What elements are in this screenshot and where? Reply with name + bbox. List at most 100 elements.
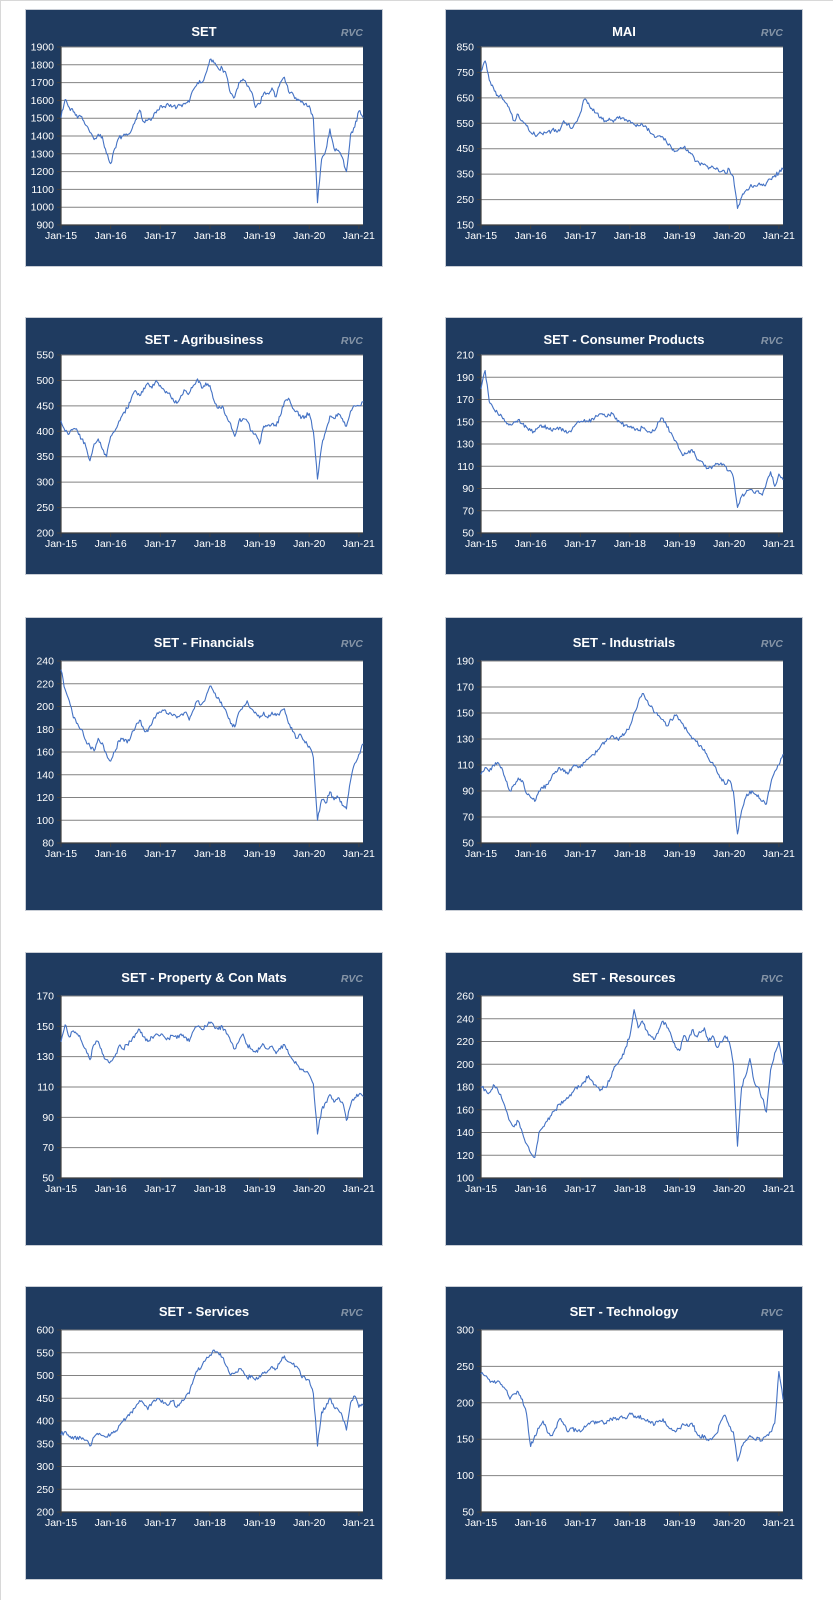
x-tick-label: Jan-21 (343, 230, 375, 242)
y-tick-label: 850 (456, 42, 474, 54)
chart-svg: 80 100 120 140 160 180 200 220 240 Jan-15 Jan-16 Ja… (25, 617, 383, 911)
x-tick-label: Jan-20 (293, 848, 325, 860)
chart-title: SET - Consumer Products (543, 332, 704, 347)
chart-panel-set-resources: 100 120 140 160 180 200 220 240 260 Jan-15 Jan-16 J… (445, 952, 803, 1246)
chart-svg: 50 70 90 110 130 150 170 Jan-15 Jan-16 Jan-17 Jan-… (25, 952, 383, 1246)
chart-svg: 900 1000 1100 1200 1300 1400 1500 1600 1700 1800 1… (25, 9, 383, 267)
x-tick-label: Jan-21 (763, 230, 795, 242)
y-tick-label: 200 (456, 1059, 474, 1071)
x-tick-label: Jan-21 (763, 1517, 795, 1529)
chart-title: SET - Technology (570, 1304, 680, 1319)
x-tick-label: Jan-16 (515, 1517, 547, 1529)
y-tick-label: 170 (456, 394, 474, 406)
y-tick-label: 250 (36, 1484, 54, 1496)
y-tick-label: 50 (462, 838, 474, 850)
x-tick-label: Jan-20 (293, 1517, 325, 1529)
x-tick-label: Jan-16 (95, 848, 127, 860)
chart-svg: 100 120 140 160 180 200 220 240 260 Jan-15 Jan-16 J… (445, 952, 803, 1246)
x-tick-label: Jan-15 (465, 1183, 497, 1195)
chart-title: SET - Agribusiness (145, 332, 264, 347)
x-tick-label: Jan-19 (664, 848, 696, 860)
chart-svg: 200 250 300 350 400 450 500 550 Jan-15 Jan-16 Jan-… (25, 317, 383, 575)
y-tick-label: 900 (36, 220, 54, 232)
x-tick-label: Jan-18 (614, 230, 646, 242)
series-line (480, 692, 784, 835)
y-tick-label: 300 (456, 1325, 474, 1337)
series-line (480, 1370, 784, 1462)
x-tick-label: Jan-19 (664, 230, 696, 242)
chart-svg: 200 250 300 350 400 450 500 550 600 Jan-15 Jan-16 J… (25, 1286, 383, 1580)
rvc-watermark: RVC (341, 638, 364, 650)
x-tick-label: Jan-18 (194, 848, 226, 860)
y-tick-label: 550 (456, 118, 474, 130)
y-tick-label: 70 (42, 1142, 54, 1154)
x-tick-label: Jan-15 (465, 230, 497, 242)
x-tick-label: Jan-17 (144, 848, 176, 860)
y-tick-label: 70 (462, 812, 474, 824)
x-tick-label: Jan-19 (244, 1517, 276, 1529)
chart-panel-set-technology: 50 100 150 200 250 300 Jan-15 Jan-16 Jan-17 Jan-1… (445, 1286, 803, 1580)
plot-area (481, 47, 783, 225)
y-tick-label: 1700 (31, 77, 55, 89)
y-tick-label: 160 (456, 1104, 474, 1116)
x-tick-label: Jan-15 (45, 538, 77, 550)
x-tick-label: Jan-17 (564, 538, 596, 550)
y-tick-label: 150 (456, 1434, 474, 1446)
y-tick-label: 190 (456, 656, 474, 668)
x-tick-label: Jan-15 (45, 230, 77, 242)
rvc-watermark: RVC (341, 1307, 364, 1319)
y-tick-label: 450 (36, 400, 54, 412)
x-tick-label: Jan-16 (95, 1517, 127, 1529)
y-tick-label: 1200 (31, 166, 55, 178)
y-tick-label: 500 (36, 1370, 54, 1382)
rvc-watermark: RVC (341, 335, 364, 347)
y-tick-label: 110 (457, 461, 474, 473)
y-tick-label: 1100 (31, 184, 54, 196)
y-tick-label: 600 (36, 1325, 54, 1337)
y-tick-label: 210 (456, 350, 474, 362)
x-tick-label: Jan-20 (293, 230, 325, 242)
y-tick-label: 350 (456, 169, 474, 181)
x-tick-label: Jan-18 (194, 1517, 226, 1529)
chart-panel-set-agribusiness: 200 250 300 350 400 450 500 550 Jan-15 Jan-16 Jan-… (25, 317, 383, 575)
x-tick-label: Jan-15 (45, 1183, 77, 1195)
y-tick-label: 650 (456, 92, 474, 104)
rvc-watermark: RVC (761, 638, 784, 650)
chart-svg: 50 100 150 200 250 300 Jan-15 Jan-16 Jan-17 Jan-1… (445, 1286, 803, 1580)
y-tick-label: 1800 (31, 59, 55, 71)
x-tick-label: Jan-17 (564, 848, 596, 860)
y-tick-label: 240 (456, 1013, 474, 1025)
y-tick-label: 180 (456, 1082, 474, 1094)
x-tick-label: Jan-17 (144, 1517, 176, 1529)
y-tick-label: 190 (456, 372, 474, 384)
y-tick-label: 300 (36, 477, 54, 489)
y-tick-label: 50 (462, 1507, 474, 1519)
series-line (60, 1349, 364, 1447)
y-tick-label: 150 (36, 1021, 54, 1033)
chart-svg: 50 70 90 110 130 150 170 190 Jan-15 Jan-16 Jan-17 J… (445, 617, 803, 911)
x-tick-label: Jan-15 (465, 848, 497, 860)
plot-area (481, 661, 783, 843)
rvc-watermark: RVC (341, 973, 364, 985)
chart-svg: 150 250 350 450 550 650 750 850 Jan-15 Jan-16 Jan-… (445, 9, 803, 267)
y-tick-label: 160 (36, 747, 54, 759)
x-tick-label: Jan-20 (713, 1183, 745, 1195)
x-tick-label: Jan-16 (95, 1183, 127, 1195)
y-tick-label: 150 (456, 708, 474, 720)
x-tick-label: Jan-21 (343, 1517, 375, 1529)
y-tick-label: 1400 (31, 131, 55, 143)
x-tick-label: Jan-17 (564, 1183, 596, 1195)
x-tick-label: Jan-18 (614, 1517, 646, 1529)
chart-panel-set-property-con-mats: 50 70 90 110 130 150 170 Jan-15 Jan-16 Jan-17 Jan-… (25, 952, 383, 1246)
y-tick-label: 90 (462, 483, 474, 495)
rvc-watermark: RVC (761, 27, 784, 39)
y-tick-label: 220 (456, 1036, 474, 1048)
chart-panel-set-services: 200 250 300 350 400 450 500 550 600 Jan-15 Jan-16 J… (25, 1286, 383, 1580)
chart-panel-set-consumer-products: 50 70 90 110 130 150 170 190 210 Jan-15 Jan-16 Jan-… (445, 317, 803, 575)
y-tick-label: 1300 (31, 148, 55, 160)
x-tick-label: Jan-20 (293, 538, 325, 550)
x-tick-label: Jan-19 (664, 1517, 696, 1529)
series-line (480, 60, 784, 210)
x-tick-label: Jan-19 (244, 1183, 276, 1195)
